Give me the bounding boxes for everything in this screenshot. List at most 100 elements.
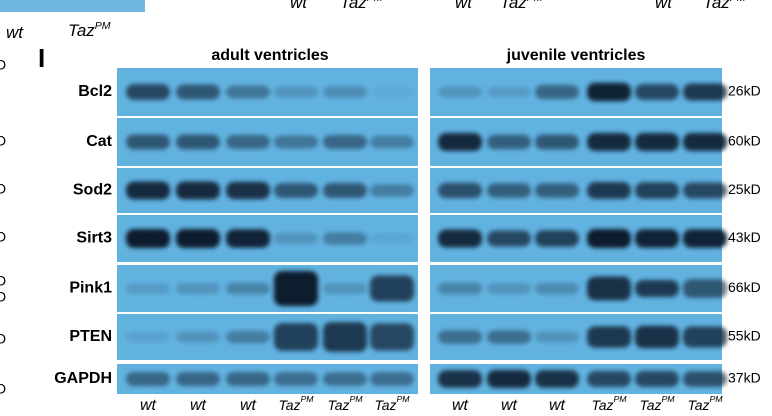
- band: [487, 183, 531, 198]
- label-base: wt: [549, 397, 566, 414]
- label-sup: PM: [527, 0, 543, 4]
- band: [274, 135, 318, 149]
- label-base: Taz: [500, 0, 527, 12]
- row-label: Sirt3: [76, 230, 112, 247]
- lane-label: wt: [501, 397, 518, 414]
- band: [535, 282, 579, 295]
- band: [323, 135, 367, 149]
- band: [274, 372, 318, 386]
- edge-fragment: D: [0, 381, 6, 397]
- band: [535, 370, 579, 388]
- band: [535, 85, 579, 99]
- size-label: 43kD: [728, 229, 761, 245]
- size-label: 37kD: [728, 370, 761, 386]
- band: [176, 181, 220, 200]
- label-base: wt: [290, 0, 308, 12]
- band: [126, 372, 170, 386]
- band: [487, 134, 531, 150]
- band: [635, 84, 679, 100]
- band: [635, 182, 679, 199]
- label-base: Taz: [591, 397, 613, 413]
- label-sup: PM: [95, 20, 111, 32]
- label-base: wt: [140, 397, 157, 414]
- band: [487, 283, 531, 294]
- band: [370, 233, 414, 244]
- size-label: 26kD: [728, 83, 761, 99]
- label-base: Taz: [278, 397, 300, 413]
- band: [126, 181, 170, 200]
- band: [438, 370, 482, 388]
- band: [126, 84, 170, 100]
- lane-label: TazPM: [278, 394, 314, 412]
- panel-label: I: [38, 43, 45, 73]
- label-base: wt: [240, 397, 257, 414]
- lane-label: wt: [452, 397, 469, 414]
- label-sup: PM: [730, 0, 746, 4]
- band: [274, 271, 318, 306]
- band: [126, 283, 170, 294]
- band: [126, 229, 170, 248]
- band: [274, 233, 318, 244]
- band: [683, 133, 727, 151]
- band: [635, 133, 679, 151]
- lane-label: wt: [6, 23, 24, 42]
- row-label: Sod2: [73, 182, 112, 199]
- band: [323, 183, 367, 198]
- band: [683, 182, 727, 199]
- label-base: Taz: [327, 397, 349, 413]
- edge-fragment: D: [0, 133, 6, 149]
- lane-label: TazPM: [68, 20, 111, 41]
- band: [635, 280, 679, 297]
- label-base: Taz: [68, 21, 95, 40]
- label-base: Taz: [340, 0, 367, 12]
- band: [226, 229, 270, 248]
- band: [438, 133, 482, 151]
- band: [438, 330, 482, 344]
- row-label: Bcl2: [78, 83, 112, 100]
- size-label: 25kD: [728, 181, 761, 197]
- band: [176, 372, 220, 386]
- lane-label: wt: [655, 0, 673, 12]
- band: [176, 134, 220, 150]
- band: [323, 372, 367, 386]
- edge-fragment: D: [0, 229, 6, 245]
- band: [635, 325, 679, 349]
- lane-label: TazPM: [340, 0, 383, 12]
- size-label: 60kD: [728, 133, 761, 149]
- band: [587, 276, 631, 301]
- band: [535, 134, 579, 150]
- band: [323, 283, 367, 294]
- band: [226, 330, 270, 344]
- label-sup: PM: [397, 394, 411, 404]
- band: [323, 232, 367, 245]
- band: [587, 371, 631, 387]
- band: [370, 135, 414, 149]
- label-sup: PM: [350, 394, 364, 404]
- band: [587, 229, 631, 248]
- band: [587, 326, 631, 348]
- edge-fragment: D: [0, 273, 6, 289]
- top-blot-strip: [0, 0, 145, 12]
- band: [274, 86, 318, 98]
- band: [683, 279, 727, 298]
- lane-label: TazPM: [591, 394, 627, 412]
- row-label: PTEN: [69, 328, 112, 345]
- edge-fragment: D: [0, 331, 6, 347]
- label-sup: PM: [710, 394, 724, 404]
- band: [635, 229, 679, 248]
- band: [370, 87, 414, 97]
- band: [535, 230, 579, 247]
- band: [683, 371, 727, 387]
- label-sup: PM: [614, 394, 628, 404]
- label-base: wt: [501, 397, 518, 414]
- band: [683, 83, 727, 101]
- label-base: wt: [452, 397, 469, 414]
- band: [274, 323, 318, 351]
- label-sup: PM: [301, 394, 315, 404]
- band: [535, 331, 579, 343]
- band: [226, 85, 270, 99]
- edge-fragment: D: [0, 181, 6, 197]
- band: [370, 372, 414, 386]
- lane-label: TazPM: [374, 394, 410, 412]
